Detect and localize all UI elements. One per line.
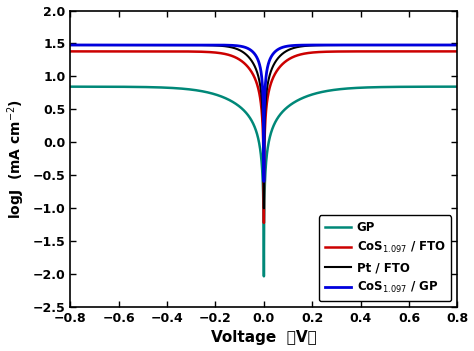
GP <box>300 96 305 100</box>
Pt / FTO <box>215 44 221 48</box>
CoS$_{1.097}$ / GP <box>215 43 221 47</box>
CoS$_{1.097}$ / GP <box>261 179 267 184</box>
CoS$_{1.097}$ / FTO <box>319 50 325 54</box>
Pt / FTO <box>261 206 267 210</box>
CoS$_{1.097}$ / FTO <box>138 49 144 53</box>
Pt / FTO <box>300 44 305 48</box>
Legend: GP, CoS$_{1.097}$ / FTO, Pt / FTO, CoS$_{1.097}$ / GP: GP, CoS$_{1.097}$ / FTO, Pt / FTO, CoS$_… <box>319 216 451 301</box>
CoS$_{1.097}$ / GP <box>319 43 325 47</box>
CoS$_{1.097}$ / GP <box>455 43 460 47</box>
Pt / FTO <box>356 43 362 47</box>
CoS$_{1.097}$ / GP <box>67 43 73 47</box>
CoS$_{1.097}$ / FTO <box>215 51 221 55</box>
CoS$_{1.097}$ / FTO <box>261 221 267 225</box>
GP <box>356 86 362 90</box>
GP <box>386 85 392 89</box>
CoS$_{1.097}$ / FTO <box>67 49 73 53</box>
CoS$_{1.097}$ / FTO <box>300 52 305 56</box>
Pt / FTO <box>455 43 460 47</box>
CoS$_{1.097}$ / GP <box>386 43 392 47</box>
GP <box>319 90 325 94</box>
CoS$_{1.097}$ / GP <box>138 43 144 47</box>
Pt / FTO <box>386 43 392 47</box>
Line: CoS$_{1.097}$ / GP: CoS$_{1.097}$ / GP <box>70 45 457 181</box>
CoS$_{1.097}$ / FTO <box>386 49 392 53</box>
Line: CoS$_{1.097}$ / FTO: CoS$_{1.097}$ / FTO <box>70 51 457 223</box>
CoS$_{1.097}$ / GP <box>356 43 362 47</box>
Line: Pt / FTO: Pt / FTO <box>70 45 457 208</box>
X-axis label: Voltage  （V）: Voltage （V） <box>211 330 317 345</box>
CoS$_{1.097}$ / GP <box>300 43 305 47</box>
CoS$_{1.097}$ / FTO <box>455 49 460 53</box>
Pt / FTO <box>319 43 325 47</box>
Pt / FTO <box>138 43 144 47</box>
Pt / FTO <box>67 43 73 47</box>
Line: GP: GP <box>70 87 457 276</box>
GP <box>455 85 460 89</box>
GP <box>138 85 144 89</box>
GP <box>67 85 73 89</box>
Y-axis label: logJ  (mA cm$^{-2}$): logJ (mA cm$^{-2}$) <box>6 99 27 219</box>
GP <box>261 274 267 278</box>
CoS$_{1.097}$ / FTO <box>356 49 362 53</box>
GP <box>215 93 221 98</box>
